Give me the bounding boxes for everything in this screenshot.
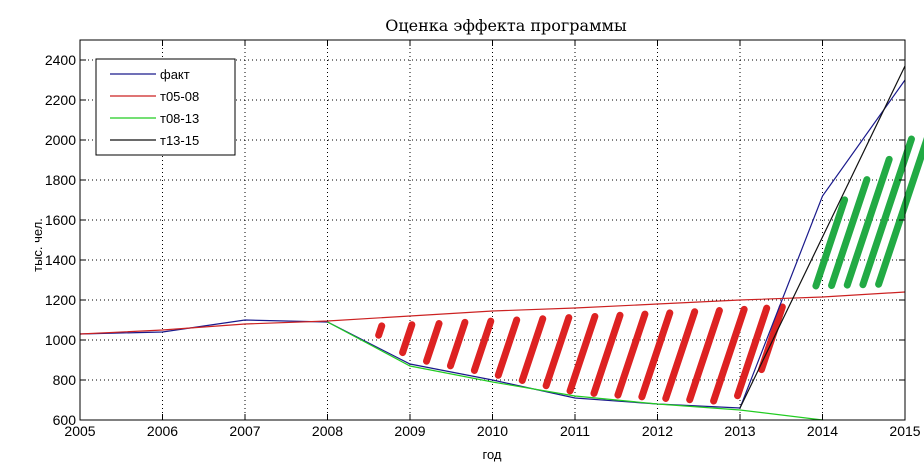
y-tick-label: 1800 [45, 172, 76, 188]
hatch-mark [423, 320, 443, 365]
x-tick-label: 2008 [312, 423, 343, 439]
legend-label: т08-13 [160, 111, 199, 126]
x-tick-label: 2009 [394, 423, 425, 439]
hatch-mark [614, 310, 649, 399]
y-tick-label: 1200 [45, 292, 76, 308]
y-axis-label: тыс. чел. [30, 218, 45, 272]
y-tick-label: 2400 [45, 52, 76, 68]
y-tick-label: 1400 [45, 252, 76, 268]
hatch-mark [446, 318, 469, 370]
x-tick-label: 2010 [477, 423, 508, 439]
hatch-mark [710, 305, 748, 405]
x-tick-label: 2012 [642, 423, 673, 439]
hatch-mark [828, 176, 871, 290]
x-tick-label: 2015 [889, 423, 920, 439]
hatch-mark [638, 309, 674, 401]
hatch-mark [875, 136, 924, 288]
x-tick-label: 2014 [807, 423, 838, 439]
legend-box [95, 58, 236, 156]
hatch-mark [566, 312, 599, 395]
y-tick-label: 800 [53, 372, 77, 388]
hatch-mark [494, 316, 521, 379]
y-tick-label: 1000 [45, 332, 76, 348]
series-line-1 [79, 79, 906, 409]
y-tick-label: 2000 [45, 132, 76, 148]
chart-title: Оценка эффекта программы [385, 16, 627, 35]
series-line-2 [79, 291, 906, 335]
legend-label: т05-08 [160, 89, 199, 104]
series-line-4 [739, 65, 906, 409]
y-tick-label: 1600 [45, 212, 76, 228]
x-tick-label: 2007 [229, 423, 260, 439]
hatch-mark [590, 311, 624, 397]
legend-label: т13-15 [160, 133, 199, 148]
x-axis-label: год [483, 447, 502, 462]
hatch-mark [662, 308, 699, 402]
x-tick-label: 2006 [147, 423, 178, 439]
x-tick-label: 2013 [724, 423, 755, 439]
hatch-mark [686, 307, 723, 404]
hatch-mark [470, 317, 495, 374]
series-line-3 [327, 321, 823, 421]
hatch-mark [375, 322, 386, 339]
hatch-mark [399, 321, 416, 357]
plot-area: 2005 2006 2007 2008 2009 2010 2011 2012 2013 2014… [45, 39, 924, 439]
x-tick-label: 2011 [560, 423, 590, 439]
hatch-mark [812, 196, 849, 290]
hatch-mark [542, 314, 573, 390]
hatch-mark [757, 303, 786, 374]
hatch-mark [734, 304, 771, 400]
hatch-mark [518, 315, 547, 384]
x-tick-label: 2005 [64, 423, 95, 439]
hatch-mark [843, 155, 893, 289]
y-tick-label: 2200 [45, 92, 76, 108]
y-tick-label: 600 [53, 412, 77, 428]
legend-label: факт [160, 67, 190, 82]
hatch-mark [859, 135, 915, 289]
